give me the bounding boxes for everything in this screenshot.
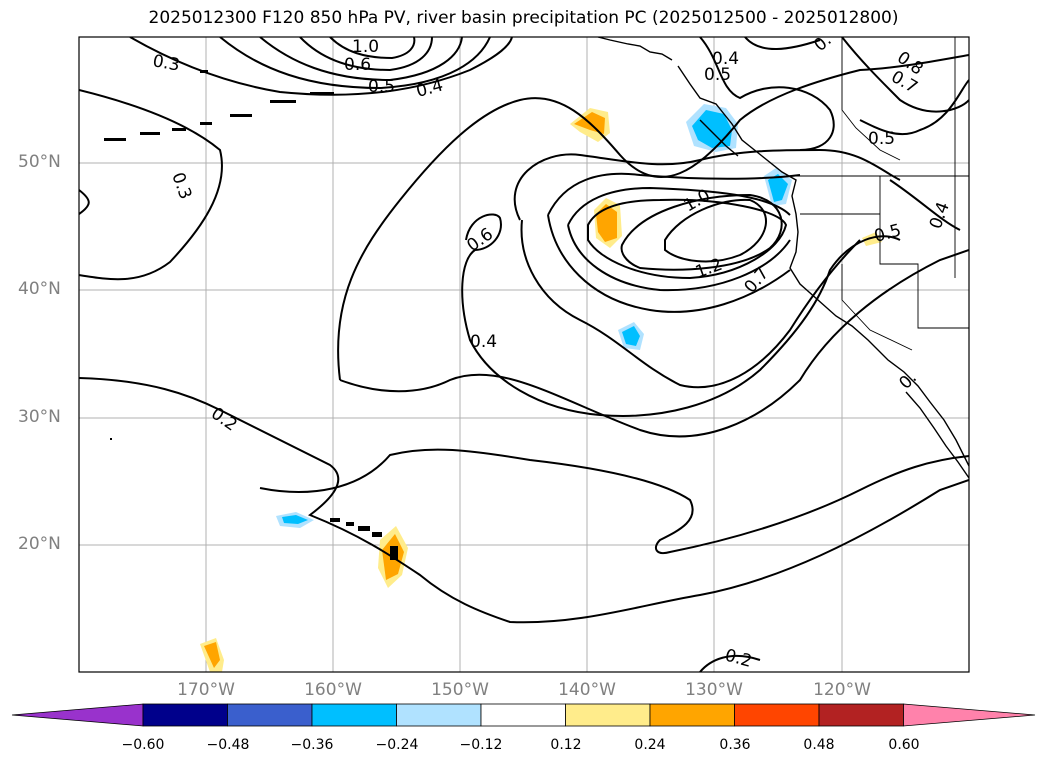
contour-label: 0.	[810, 30, 835, 56]
contour-label: 0.2	[207, 404, 241, 436]
contour-label: 1.0	[352, 37, 379, 57]
colorbar	[11, 703, 1036, 727]
lon-label-130w: 130°W	[685, 680, 743, 700]
contour-label: 1.2	[693, 255, 725, 283]
grid-lines	[79, 37, 969, 672]
lat-label-30n: 30°N	[18, 407, 61, 427]
map-title: 2025012300 F120 850 hPa PV, river basin …	[148, 8, 899, 28]
contour-label: 0.5	[704, 65, 731, 85]
contour-label: 0.4	[470, 332, 497, 352]
colorbar-extend-max	[903, 703, 1036, 727]
lat-label-40n: 40°N	[18, 279, 61, 299]
colorbar-tick-label: 0.36	[719, 737, 751, 753]
lat-label-20n: 20°N	[18, 534, 61, 554]
contour-label: 0.5	[872, 221, 903, 247]
map-frame	[78, 36, 970, 673]
lat-label-50n: 50°N	[18, 152, 61, 172]
lon-label-170w: 170°W	[177, 680, 235, 700]
pv-contours	[79, 37, 969, 672]
contour-label: 0.3	[167, 170, 195, 202]
contour-label: 0.	[895, 368, 921, 394]
colorbar-segment	[565, 703, 651, 727]
colorbar-tick-label: 0.60	[888, 737, 920, 753]
precip-negative-patches	[276, 104, 792, 528]
colorbar-tick-label: 0.48	[803, 737, 835, 753]
contour-label: 0.3	[151, 51, 181, 75]
islands	[104, 70, 398, 560]
colorbar-segment	[480, 703, 566, 727]
colorbar-segment	[311, 703, 397, 727]
colorbar-segment	[734, 703, 820, 727]
contour-label: 0.5	[368, 77, 395, 97]
colorbar-segment	[818, 703, 904, 727]
lon-label-120w: 120°W	[813, 680, 871, 700]
lon-label-160w: 160°W	[304, 680, 362, 700]
lon-label-140w: 140°W	[558, 680, 616, 700]
coastline	[597, 37, 969, 479]
colorbar-segment	[227, 703, 313, 727]
colorbar-tick-label: 0.12	[550, 737, 582, 753]
colorbar-tick-label: −0.60	[121, 737, 165, 753]
contour-label: 0.5	[868, 129, 895, 149]
colorbar-tick-label: −0.36	[290, 737, 334, 753]
contour-label: 0.7	[741, 264, 774, 298]
colorbar-tick-label: −0.12	[459, 737, 503, 753]
contour-label: 0.6	[344, 55, 371, 75]
colorbar-tick-label: −0.24	[375, 737, 419, 753]
colorbar-segment	[649, 703, 735, 727]
colorbar-tick-label: −0.48	[206, 737, 250, 753]
lon-label-150w: 150°W	[431, 680, 489, 700]
colorbar-segment	[142, 703, 228, 727]
contour-label: 0.4	[414, 76, 445, 102]
colorbar-segment	[396, 703, 482, 727]
colorbar-extend-min	[11, 703, 144, 727]
colorbar-tick-label: 0.24	[634, 737, 666, 753]
contour-label: 0.4	[712, 49, 739, 69]
contour-label: 0.4	[926, 199, 954, 231]
borders	[796, 37, 969, 351]
contour-label: 0.2	[723, 646, 754, 672]
